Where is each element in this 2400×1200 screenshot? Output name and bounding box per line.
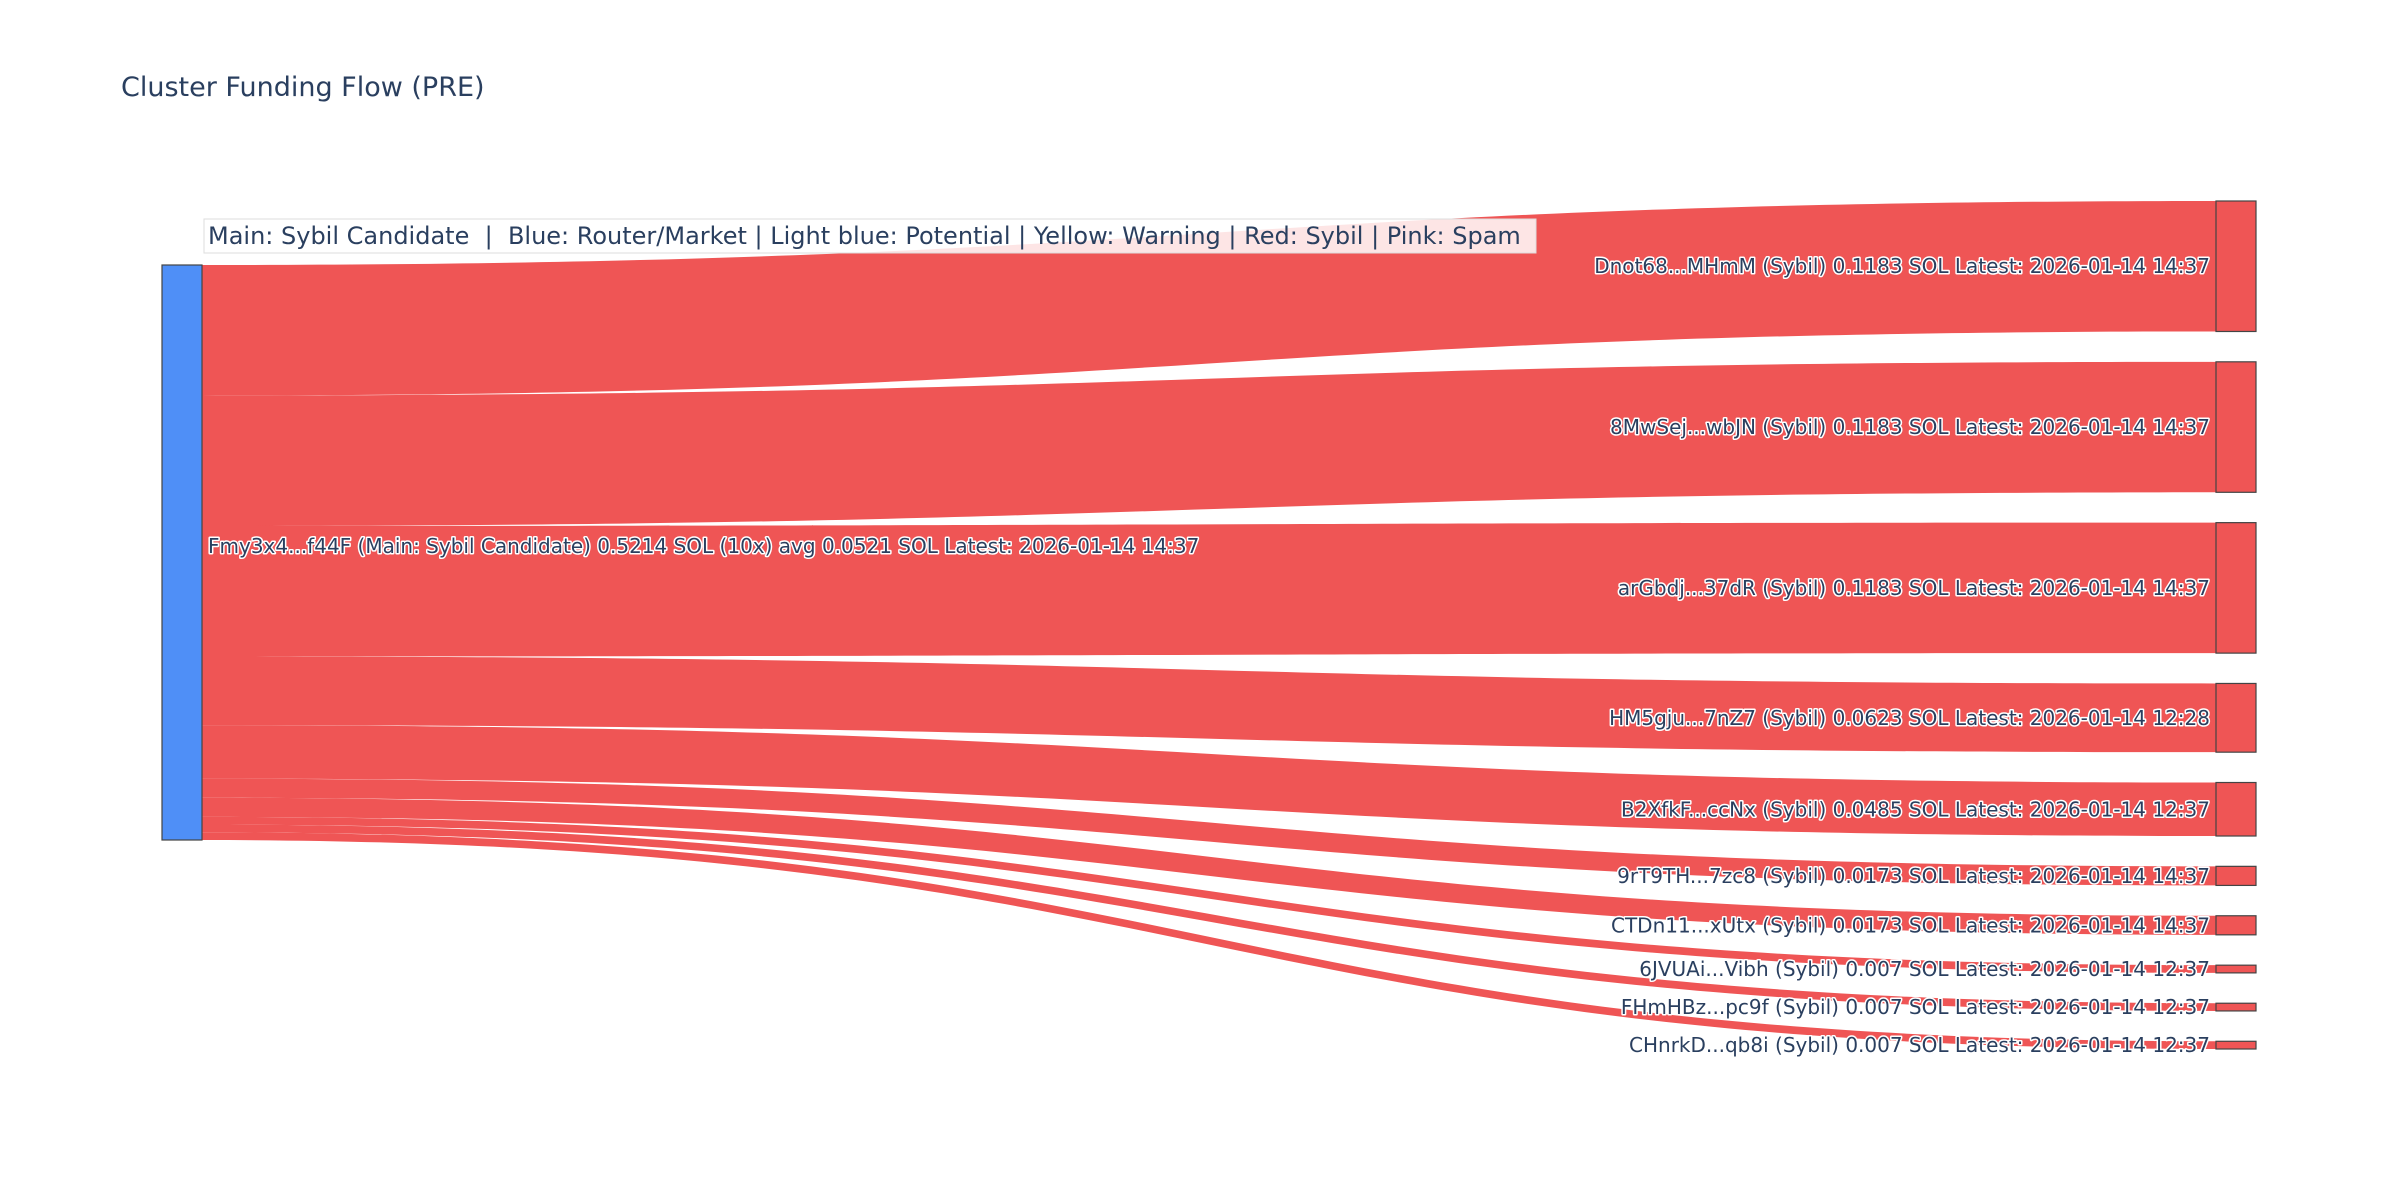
legend-text: Main: Sybil Candidate | Blue: Router/Mar… [208, 222, 1521, 250]
target-label-1: Dnot68...MHmM (Sybil) 0.1183 SOL Latest:… [1594, 254, 2210, 278]
target-label-10: CHnrkD...qb8i (Sybil) 0.007 SOL Latest: … [1629, 1033, 2210, 1057]
target-node-10[interactable] [2215, 1040, 2257, 1050]
target-node-7[interactable] [2215, 915, 2257, 936]
flow-link-5[interactable] [202, 725, 2216, 837]
flow-link-7[interactable] [202, 797, 2216, 935]
flow-link-2[interactable] [202, 361, 2216, 526]
flow-link-1[interactable] [202, 201, 2216, 396]
flow-link-8[interactable] [202, 816, 2216, 973]
sankey-links [202, 201, 2216, 1049]
target-label-4: HM5gju...7nZ7 (Sybil) 0.0623 SOL Latest:… [1609, 706, 2210, 730]
sankey-labels: Dnot68...MHmM (Sybil) 0.1183 SOL Latest:… [207, 253, 2212, 1059]
flow-link-10[interactable] [202, 832, 2216, 1049]
target-label-7: CTDn11...xUtx (Sybil) 0.0173 SOL Latest:… [1611, 913, 2210, 937]
target-node-4[interactable] [2215, 682, 2257, 753]
target-node-9[interactable] [2215, 1002, 2257, 1012]
target-node-2[interactable] [2215, 361, 2257, 493]
target-node-8[interactable] [2215, 964, 2257, 974]
source-label: Fmy3x4...f44F (Main: Sybil Candidate) 0.… [208, 534, 1199, 558]
target-label-6: 9rT9TH...7zc8 (Sybil) 0.0173 SOL Latest:… [1617, 864, 2210, 888]
target-label-3: arGbdj...37dR (Sybil) 0.1183 SOL Latest:… [1618, 576, 2210, 600]
sankey-nodes [161, 200, 2257, 1050]
target-node-3[interactable] [2215, 522, 2257, 654]
target-node-6[interactable] [2215, 865, 2257, 887]
target-label-8: 6JVUAi...Vibh (Sybil) 0.007 SOL Latest: … [1639, 957, 2210, 981]
source-node[interactable] [161, 264, 203, 841]
target-node-1[interactable] [2215, 200, 2257, 333]
flow-link-4[interactable] [202, 656, 2216, 753]
legend: Main: Sybil Candidate | Blue: Router/Mar… [203, 218, 1537, 254]
chart-title: Cluster Funding Flow (PRE) [121, 72, 485, 103]
target-node-5[interactable] [2215, 781, 2257, 837]
flow-link-9[interactable] [202, 824, 2216, 1011]
flow-link-6[interactable] [202, 778, 2216, 886]
target-label-9: FHmHBz...pc9f (Sybil) 0.007 SOL Latest: … [1621, 995, 2210, 1019]
legend-box [203, 218, 1537, 254]
flow-link-3[interactable] [202, 522, 2216, 657]
target-label-5: B2XfkF...ccNx (Sybil) 0.0485 SOL Latest:… [1621, 797, 2210, 821]
target-label-2: 8MwSej...wbJN (Sybil) 0.1183 SOL Latest:… [1610, 415, 2210, 439]
